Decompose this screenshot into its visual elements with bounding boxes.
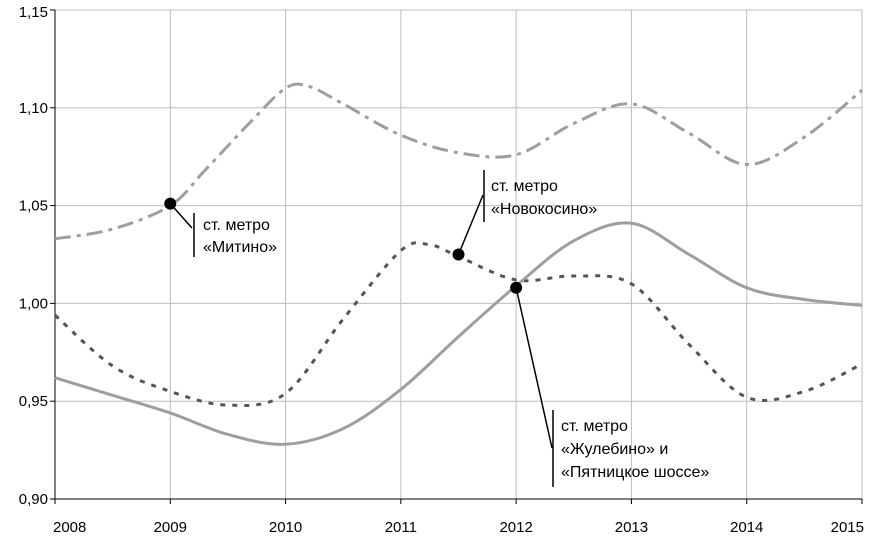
- annotation-text: ст. метро: [561, 418, 628, 435]
- annotation-text: «Митино»: [203, 239, 277, 256]
- annotation-leader-line: [457, 194, 484, 255]
- series-line-dashdot: [54, 82, 863, 241]
- x-tick-label: 2009: [154, 519, 187, 536]
- annotation-marker: [510, 281, 523, 294]
- y-tick-label: 1,15: [19, 4, 48, 21]
- annotation-marker: [164, 197, 177, 210]
- annotation-text: «Новокосино»: [491, 201, 597, 218]
- annotation-leader-line: [515, 287, 553, 449]
- x-tick-label: 2011: [385, 519, 417, 536]
- annotation-marker: [452, 248, 465, 261]
- annotation-layer: ст. метро «Митино» ст. метро «Новокосино» ст…: [169, 170, 709, 487]
- y-tick-label: 1,10: [19, 100, 48, 117]
- y-tick-label: 1,00: [19, 295, 48, 312]
- annotation-text: ст. метро: [203, 217, 270, 234]
- x-tick-label: 2010: [269, 519, 302, 536]
- y-tick-label: 0,95: [19, 393, 48, 410]
- marker-layer: [164, 197, 523, 294]
- y-tick-label: 1,05: [19, 198, 48, 215]
- annotation-text: ст. метро: [491, 178, 558, 195]
- grid: [50, 9, 863, 504]
- x-tick-label: 2014: [730, 519, 763, 536]
- x-tick-label: 2015: [831, 519, 864, 536]
- x-tick-label: 2012: [499, 519, 532, 536]
- y-tick-label: 0,90: [19, 491, 48, 508]
- annotation-text: «Пятницкое шоссе»: [561, 464, 709, 481]
- annotation-text: «Жулебино» и: [561, 441, 668, 458]
- x-tick-label: 2008: [53, 519, 86, 536]
- x-tick-label: 2013: [615, 519, 648, 536]
- tick-labels: 2008 2009 2010 2011 2012 2013 2014 2015 0,90 0,95…: [19, 4, 864, 536]
- series-line-dotted: [54, 241, 863, 407]
- series-layer: [54, 82, 863, 446]
- series-line-solid: [54, 221, 863, 446]
